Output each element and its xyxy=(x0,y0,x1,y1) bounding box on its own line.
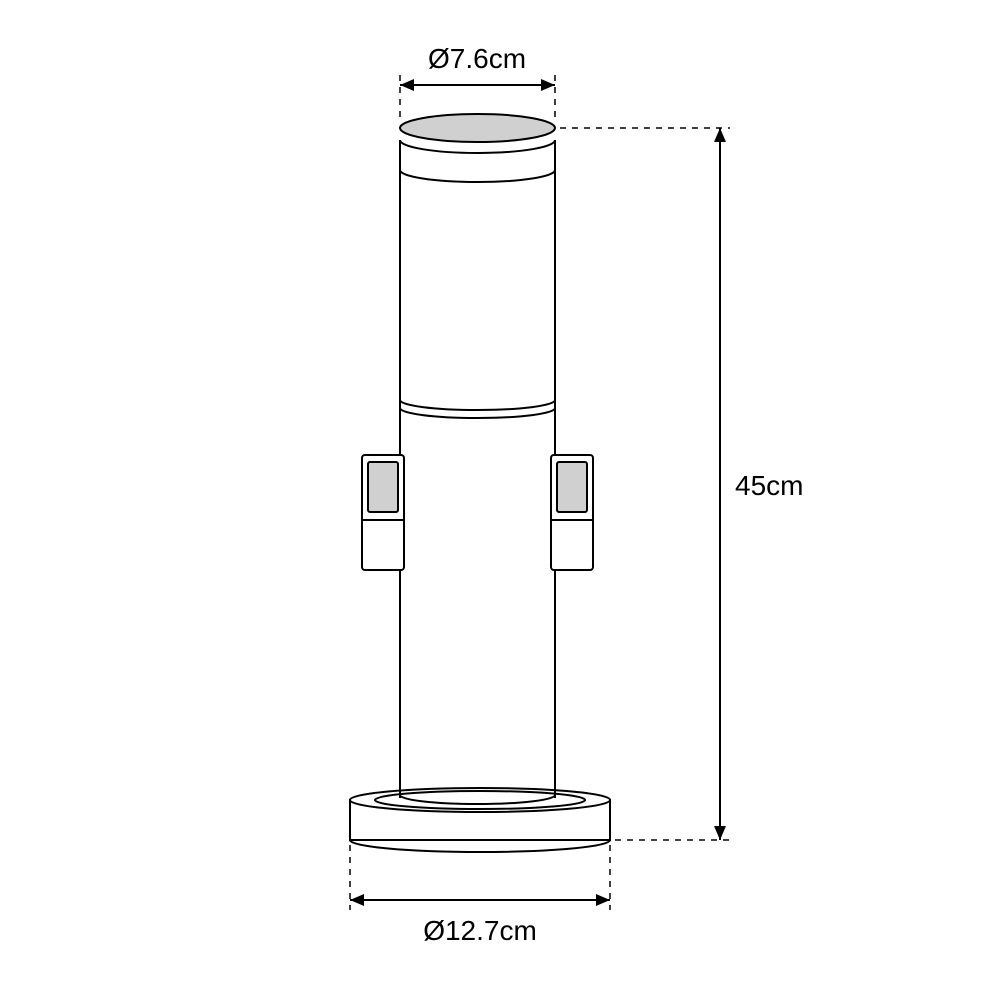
socket-right xyxy=(551,455,593,570)
tube-body xyxy=(400,140,555,804)
dim-top-diameter: Ø7.6cm xyxy=(400,43,555,120)
dim-height: 45cm xyxy=(560,128,803,840)
base-diameter-label: Ø12.7cm xyxy=(423,915,537,946)
dim-base-diameter: Ø12.7cm xyxy=(350,845,610,946)
top-cap xyxy=(400,114,555,182)
socket-left xyxy=(362,455,404,570)
technical-drawing: Ø7.6cm 45cm Ø12.7cm xyxy=(0,0,1000,1000)
height-label: 45cm xyxy=(735,470,803,501)
top-diameter-label: Ø7.6cm xyxy=(428,43,526,74)
base-plate xyxy=(350,788,610,852)
